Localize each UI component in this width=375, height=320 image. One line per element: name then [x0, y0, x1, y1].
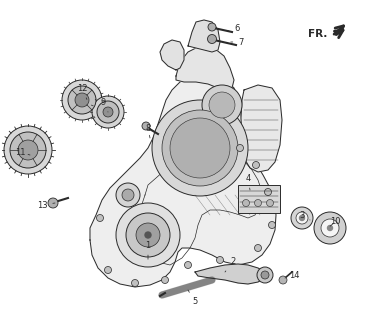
Circle shape — [96, 214, 104, 221]
Polygon shape — [188, 20, 220, 52]
Circle shape — [48, 198, 58, 208]
Circle shape — [300, 215, 304, 220]
Polygon shape — [241, 85, 282, 172]
Text: 10: 10 — [330, 218, 340, 227]
Text: 13: 13 — [37, 201, 55, 210]
Text: 6: 6 — [228, 23, 240, 33]
Circle shape — [291, 207, 313, 229]
Circle shape — [321, 219, 339, 237]
Text: 14: 14 — [285, 270, 299, 279]
Circle shape — [92, 96, 124, 128]
Text: 7: 7 — [231, 37, 244, 46]
Text: FR.: FR. — [308, 29, 328, 39]
Text: 3: 3 — [299, 211, 310, 220]
Circle shape — [136, 223, 160, 247]
Circle shape — [268, 221, 276, 228]
Text: 12: 12 — [77, 84, 87, 100]
Circle shape — [216, 257, 223, 263]
Circle shape — [62, 80, 102, 120]
Text: 8: 8 — [146, 124, 151, 138]
Circle shape — [327, 226, 333, 230]
Circle shape — [75, 93, 89, 107]
Circle shape — [255, 199, 261, 206]
Circle shape — [116, 183, 140, 207]
Text: 2: 2 — [225, 258, 236, 272]
Polygon shape — [176, 46, 234, 90]
Bar — [238, 185, 280, 213]
Circle shape — [18, 140, 38, 160]
Circle shape — [105, 267, 111, 274]
Circle shape — [116, 203, 180, 267]
Circle shape — [264, 188, 272, 196]
Circle shape — [162, 276, 168, 284]
Polygon shape — [90, 74, 276, 287]
Text: 4: 4 — [245, 173, 250, 190]
Circle shape — [68, 86, 96, 114]
Polygon shape — [195, 264, 265, 284]
Text: 5: 5 — [188, 290, 198, 307]
Circle shape — [237, 145, 243, 151]
Text: 1: 1 — [146, 241, 151, 259]
Circle shape — [255, 244, 261, 252]
Circle shape — [267, 199, 273, 206]
Circle shape — [261, 271, 269, 279]
Circle shape — [202, 85, 242, 125]
Circle shape — [132, 279, 138, 286]
Text: 9: 9 — [100, 98, 108, 112]
Circle shape — [296, 212, 308, 224]
Circle shape — [162, 110, 238, 186]
Circle shape — [170, 118, 230, 178]
Circle shape — [152, 100, 248, 196]
Circle shape — [126, 213, 170, 257]
Text: 11: 11 — [15, 148, 30, 156]
Circle shape — [209, 92, 235, 118]
Polygon shape — [160, 40, 184, 70]
Circle shape — [103, 107, 113, 117]
Circle shape — [257, 267, 273, 283]
Circle shape — [279, 276, 287, 284]
Circle shape — [4, 126, 52, 174]
Circle shape — [243, 199, 249, 206]
Circle shape — [142, 122, 150, 130]
Circle shape — [184, 261, 192, 268]
Circle shape — [145, 232, 151, 238]
Circle shape — [208, 23, 216, 31]
Circle shape — [252, 162, 260, 169]
Circle shape — [10, 132, 46, 168]
Circle shape — [97, 101, 119, 123]
Circle shape — [207, 35, 216, 44]
Circle shape — [314, 212, 346, 244]
Circle shape — [122, 189, 134, 201]
